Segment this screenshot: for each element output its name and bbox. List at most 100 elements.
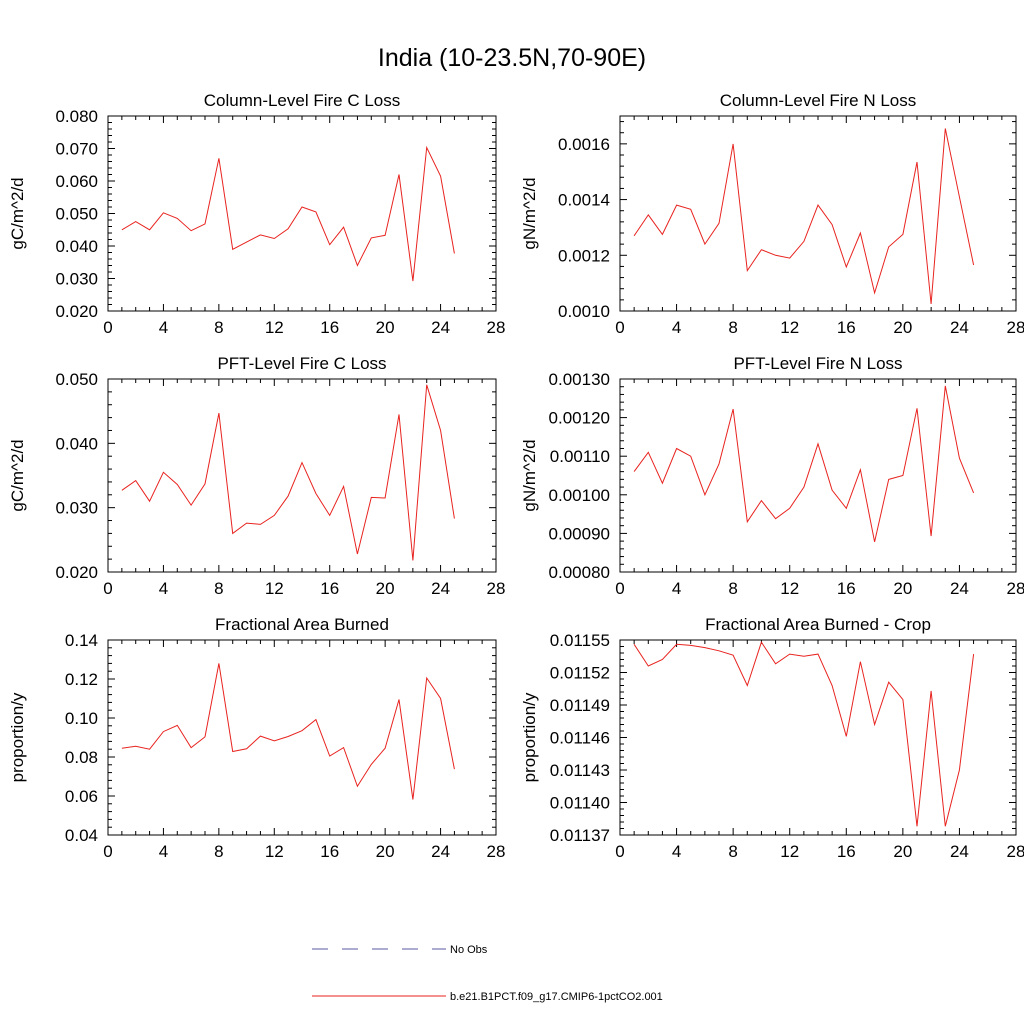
- y-tick-label: 0.00120: [549, 409, 610, 428]
- legend-label-no-obs: No Obs: [450, 944, 488, 956]
- chart-panel-3: PFT-Level Fire C Loss gC/m^2/d 0 4 8 12 16 20 24…: [8, 354, 505, 598]
- x-tick-label: 8: [728, 842, 737, 861]
- legend-label-model: b.e21.B1PCT.f09_g17.CMIP6-1pctCO2.001: [450, 991, 663, 1003]
- series-line-1: [121, 145, 455, 282]
- x-tick-label: 28: [1007, 318, 1024, 337]
- x-tick-label: 8: [214, 842, 223, 861]
- y-tick-label: 0.01140: [550, 794, 610, 813]
- chart-panel-1: Column-Level Fire C Loss gC/m^2/d 0 4 8 12 16 2…: [8, 91, 505, 337]
- series-line-1: [633, 385, 975, 543]
- x-tick-label: 24: [950, 318, 969, 337]
- x-tick-label: 20: [376, 579, 395, 598]
- y-tick-label: 0.040: [55, 237, 98, 256]
- x-tick-label: 28: [1007, 579, 1024, 598]
- x-tick-label: 0: [103, 318, 112, 337]
- panel-title: Column-Level Fire C Loss: [204, 91, 401, 110]
- y-axis-label: gN/m^2/d: [520, 439, 539, 511]
- x-tick-label: 4: [159, 842, 168, 861]
- y-tick-label: 0.06: [65, 787, 98, 806]
- x-tick-label: 12: [265, 842, 284, 861]
- y-tick-label: 0.14: [65, 631, 98, 650]
- y-tick-label: 0.01143: [550, 761, 610, 780]
- panel-title: PFT-Level Fire N Loss: [733, 354, 902, 373]
- x-tick-label: 16: [320, 318, 339, 337]
- figure-title: India (10-23.5N,70-90E): [378, 44, 646, 72]
- x-tick-label: 24: [431, 842, 450, 861]
- x-tick-label: 16: [320, 842, 339, 861]
- x-tick-label: 20: [376, 842, 395, 861]
- series-line-1: [633, 128, 975, 305]
- y-tick-label: 0.12: [65, 670, 98, 689]
- y-tick-label: 0.0012: [558, 246, 610, 265]
- x-tick-label: 0: [615, 318, 624, 337]
- plot-frame: [107, 378, 497, 573]
- x-tick-label: 28: [1007, 842, 1024, 861]
- x-tick-label: 12: [265, 318, 284, 337]
- x-tick-label: 24: [431, 318, 450, 337]
- y-tick-label: 0.10: [65, 709, 98, 728]
- x-tick-label: 24: [950, 842, 969, 861]
- series-line-1: [121, 663, 455, 800]
- x-tick-label: 8: [728, 318, 737, 337]
- x-tick-label: 20: [893, 579, 912, 598]
- plot-frame: [619, 639, 1017, 836]
- y-axis-label: proportion/y: [520, 692, 539, 782]
- x-tick-label: 4: [672, 842, 681, 861]
- chart-panel-6: Fractional Area Burned - Crop proportion/…: [520, 615, 1024, 861]
- x-tick-label: 24: [431, 579, 450, 598]
- plot-frame: [619, 115, 1017, 312]
- y-axis-label: proportion/y: [8, 692, 27, 782]
- y-tick-label: 0.00100: [549, 486, 610, 505]
- panel-title: Column-Level Fire N Loss: [720, 91, 917, 110]
- x-tick-label: 16: [320, 579, 339, 598]
- x-tick-label: 12: [780, 318, 799, 337]
- x-tick-label: 0: [615, 842, 624, 861]
- y-tick-label: 0.080: [55, 107, 98, 126]
- x-tick-label: 16: [837, 842, 856, 861]
- x-tick-label: 4: [159, 579, 168, 598]
- y-tick-label: 0.08: [65, 748, 98, 767]
- y-tick-label: 0.040: [55, 434, 98, 453]
- y-axis-label: gN/m^2/d: [520, 177, 539, 249]
- x-tick-label: 12: [780, 579, 799, 598]
- x-tick-label: 0: [103, 579, 112, 598]
- y-tick-label: 0.0016: [558, 135, 610, 154]
- y-tick-label: 0.04: [65, 826, 98, 845]
- y-tick-label: 0.020: [55, 302, 98, 321]
- x-tick-label: 8: [214, 579, 223, 598]
- y-tick-label: 0.030: [55, 270, 98, 289]
- x-tick-label: 8: [728, 579, 737, 598]
- chart-panel-4: PFT-Level Fire N Loss gN/m^2/d 0 4 8 12 16 20 24…: [520, 354, 1024, 598]
- x-tick-label: 16: [837, 318, 856, 337]
- panel-title: Fractional Area Burned - Crop: [705, 615, 931, 634]
- x-tick-label: 24: [950, 579, 969, 598]
- x-tick-label: 0: [615, 579, 624, 598]
- y-tick-label: 0.030: [55, 499, 98, 518]
- panels: Column-Level Fire C Loss gC/m^2/d 0 4 8 12 16 2…: [8, 91, 1024, 861]
- y-tick-label: 0.00080: [549, 563, 610, 582]
- y-tick-label: 0.070: [55, 140, 98, 159]
- x-tick-label: 12: [780, 842, 799, 861]
- y-tick-label: 0.050: [55, 370, 98, 389]
- y-tick-label: 0.01155: [550, 631, 610, 650]
- y-tick-label: 0.060: [55, 172, 98, 191]
- x-tick-label: 4: [672, 318, 681, 337]
- x-tick-label: 12: [265, 579, 284, 598]
- x-tick-label: 20: [893, 842, 912, 861]
- x-tick-label: 0: [103, 842, 112, 861]
- y-tick-label: 0.01149: [550, 696, 610, 715]
- x-tick-label: 16: [837, 579, 856, 598]
- y-tick-label: 0.0010: [558, 302, 610, 321]
- chart-panel-5: Fractional Area Burned proportion/y 0 4 8 12 1…: [8, 615, 505, 861]
- x-tick-label: 20: [376, 318, 395, 337]
- x-tick-label: 8: [214, 318, 223, 337]
- y-tick-label: 0.00090: [549, 524, 610, 543]
- chart-panel-2: Column-Level Fire N Loss gN/m^2/d 0 4 8 12 16 2…: [520, 91, 1024, 337]
- legend: No Obs b.e21.B1PCT.f09_g17.CMIP6-1pctCO2…: [312, 944, 663, 1003]
- y-tick-label: 0.00130: [549, 370, 610, 389]
- x-tick-label: 28: [487, 318, 506, 337]
- plot-frame: [619, 378, 1017, 573]
- plot-frame: [107, 639, 497, 836]
- x-tick-label: 4: [159, 318, 168, 337]
